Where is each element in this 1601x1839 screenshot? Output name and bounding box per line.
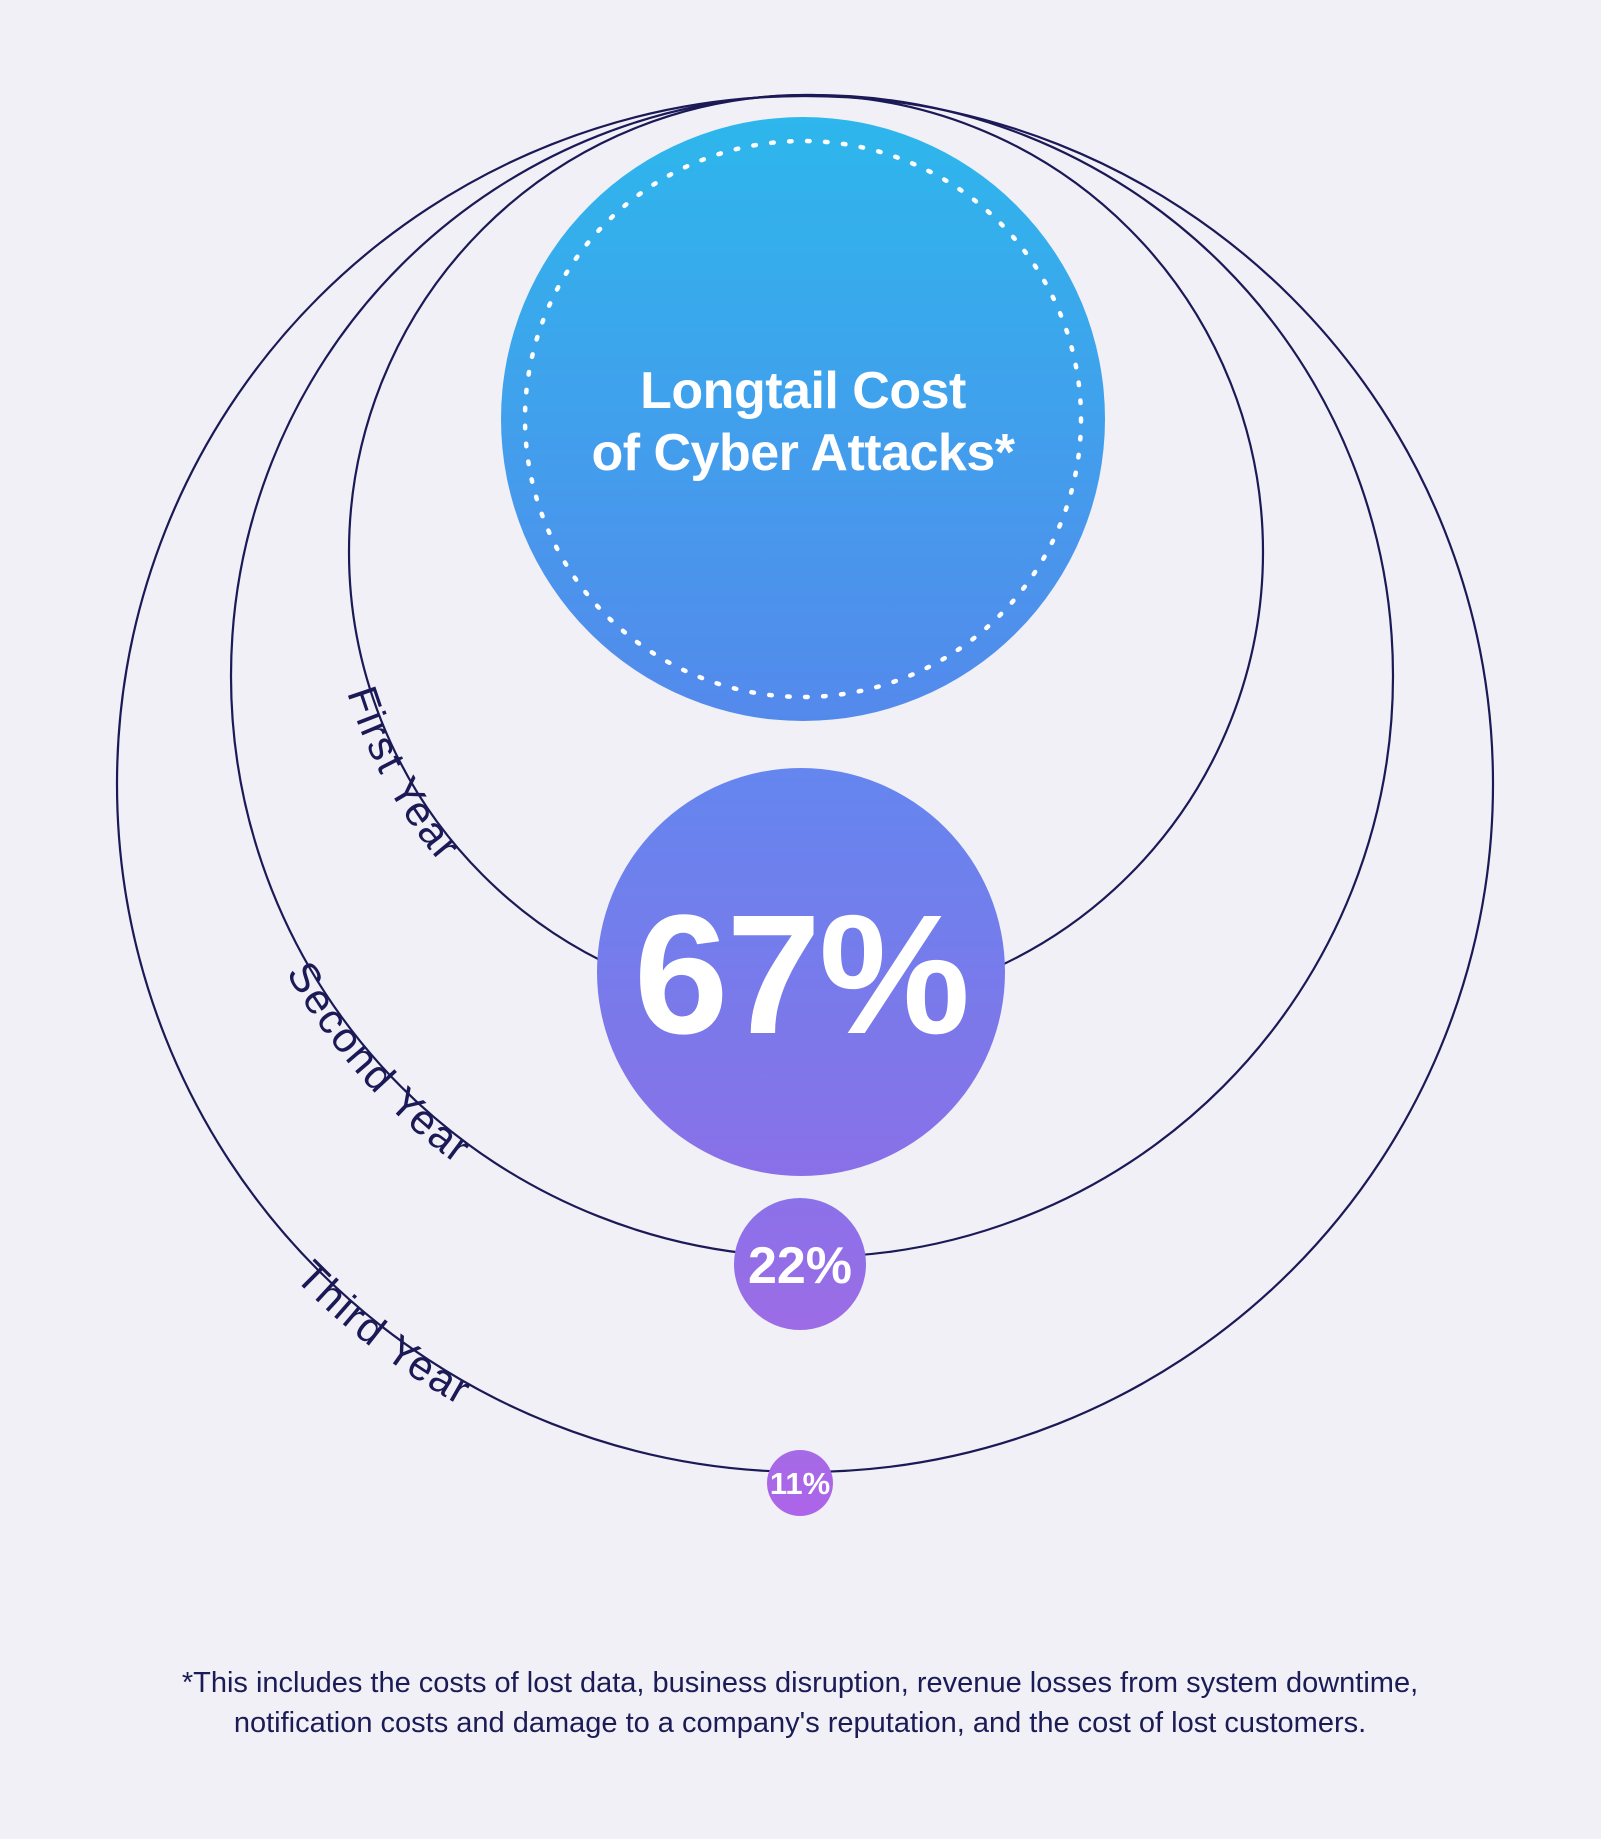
title-bubble: [501, 117, 1105, 721]
ring-label-second-year-text: Second Year: [278, 953, 479, 1172]
bubble-third-year: [767, 1450, 833, 1516]
ring-label-second-year: Second Year: [278, 953, 481, 1172]
value-second-year: 22%: [748, 1237, 852, 1295]
ring-label-third-year-text: Third Year: [287, 1251, 478, 1414]
dotted-border-circle: [522, 138, 1084, 700]
footnote-line1: *This includes the costs of lost data, b…: [182, 1667, 1418, 1699]
value-third-year: 11%: [770, 1466, 830, 1501]
bubble-first-year: [597, 768, 1005, 1176]
footnote-line2: notification costs and damage to a compa…: [234, 1707, 1366, 1739]
ring-label-third-year: Third Year: [287, 1251, 480, 1414]
ring-label-first-year-text: First Year: [338, 680, 468, 870]
chart-title-line2: of Cyber Attacks*: [591, 424, 1015, 482]
ring-label-first-year: First Year: [338, 680, 470, 870]
bubble-second-year: [734, 1198, 866, 1330]
value-first-year: 67%: [634, 880, 968, 1070]
chart-title-line1: Longtail Cost: [640, 362, 966, 420]
